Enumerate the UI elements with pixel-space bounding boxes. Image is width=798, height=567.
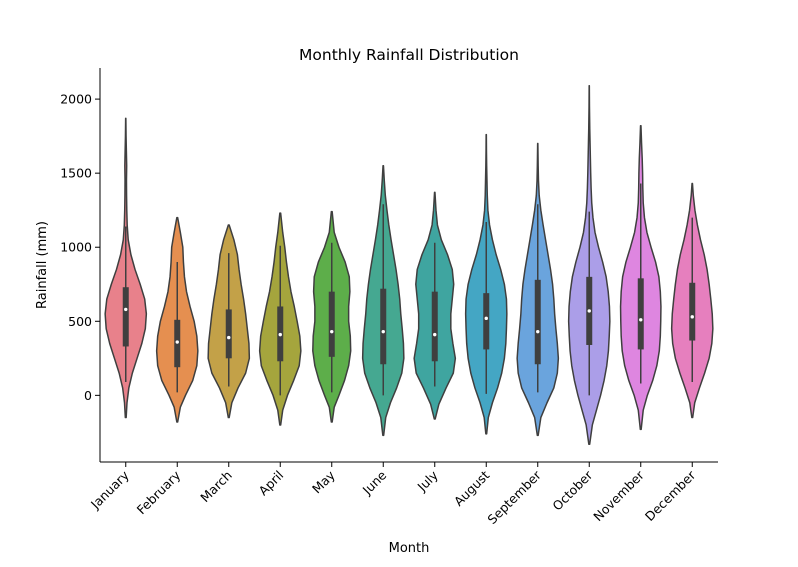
y-tick-label: 500	[68, 314, 92, 329]
violin-iqr-box	[380, 288, 387, 365]
violin-iqr-box	[225, 309, 232, 359]
violin-median-point	[278, 332, 282, 337]
y-tick-label: 1500	[60, 166, 92, 181]
x-tick-label: December	[642, 467, 699, 524]
x-tick-label: July	[414, 467, 442, 495]
violin-iqr-box	[483, 293, 490, 350]
y-tick-label: 0	[84, 388, 92, 403]
x-tick-label: August	[451, 467, 493, 509]
violin-median-point	[433, 332, 437, 337]
chart-title: Monthly Rainfall Distribution	[299, 46, 519, 64]
violin-median-point	[330, 329, 334, 334]
violin-median-point	[124, 307, 128, 312]
x-tick-label: March	[197, 468, 235, 506]
x-tick-label: January	[87, 467, 132, 512]
x-axis-label: Month	[389, 541, 430, 556]
x-tick-label: June	[359, 467, 390, 498]
y-ticks: 0 500 1000 1500 2000	[60, 92, 100, 403]
x-ticks: January February March April May June July Augu…	[87, 462, 699, 527]
violin-iqr-box	[637, 278, 644, 350]
violin-iqr-box	[431, 291, 438, 362]
violin-median-point	[639, 318, 643, 322]
y-axis-label: Rainfall (mm)	[35, 221, 50, 309]
violin-median-point	[536, 329, 540, 334]
x-tick-label: October	[549, 467, 596, 514]
violin-median-point	[587, 309, 591, 313]
violin-median-point	[175, 340, 179, 344]
violin-iqr-box	[328, 291, 335, 357]
violin-median-point	[381, 329, 385, 334]
x-tick-label: April	[256, 468, 287, 499]
violins-group	[104, 85, 714, 445]
x-tick-label: November	[590, 467, 647, 524]
violin-median-point	[690, 315, 694, 319]
violin-iqr-box	[122, 287, 129, 347]
y-tick-label: 1000	[60, 240, 92, 255]
x-tick-label: September	[484, 467, 544, 527]
x-tick-label: May	[309, 467, 338, 496]
violin-iqr-box	[689, 282, 696, 341]
y-tick-label: 2000	[60, 92, 92, 107]
x-tick-label: February	[134, 467, 184, 517]
violin-median-point	[484, 316, 488, 321]
violin-iqr-box	[534, 279, 541, 365]
violin-median-point	[227, 335, 231, 340]
